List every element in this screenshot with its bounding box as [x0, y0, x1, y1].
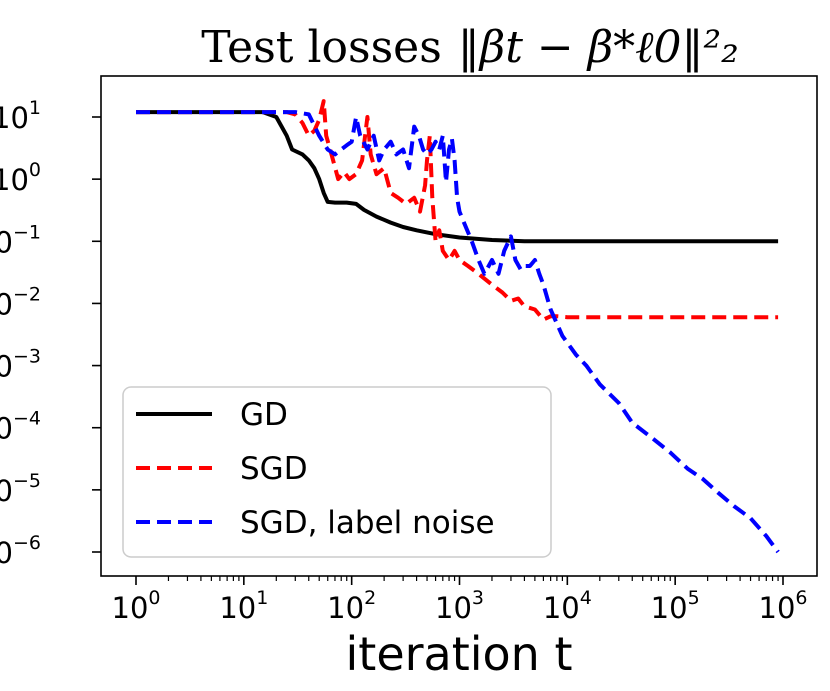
legend-label-sgd-label-noise: SGD, label noise [240, 505, 495, 541]
legend-box [122, 386, 552, 558]
y-tick-label: 10−3 [0, 346, 41, 384]
x-tick-label: 106 [759, 587, 808, 625]
legend-label-gd: GD [240, 397, 288, 433]
y-tick-label: 10−4 [0, 408, 41, 446]
y-tick-label: 10−6 [0, 532, 41, 570]
x-tick-label: 102 [327, 587, 376, 625]
x-tick-label: 105 [651, 587, 700, 625]
x-axis-label: iteration t [346, 627, 573, 681]
y-axis-ticks: 101 100 10−1 10−2 10−3 10−4 10−5 10−6 [0, 97, 101, 570]
series-line-gd [136, 110, 779, 244]
chart-title-text: Test losses [201, 22, 442, 73]
chart-title: Test losses ‖βt − β*ℓ0‖²₂ [201, 22, 739, 73]
y-tick-label: 10−1 [0, 221, 41, 259]
series-line-sgd-label-noise [136, 110, 780, 554]
y-tick-label: 101 [0, 97, 41, 135]
y-tick-label: 100 [0, 159, 41, 197]
series-line-sgd [136, 99, 779, 322]
legend: GD SGD SGD, label noise [122, 386, 552, 558]
legend-label-sgd: SGD [240, 451, 308, 487]
x-tick-label: 103 [435, 587, 484, 625]
chart-title-math: ‖βt − β*ℓ0‖²₂ [458, 22, 739, 73]
x-tick-label: 104 [543, 587, 592, 625]
x-tick-label: 100 [112, 587, 161, 625]
x-tick-label: 101 [219, 587, 268, 625]
y-tick-label: 10−5 [0, 470, 41, 508]
series-lines [136, 99, 780, 554]
x-axis-ticks: 100 101 102 103 104 105 106 [112, 576, 808, 625]
y-tick-label: 10−2 [0, 283, 41, 321]
